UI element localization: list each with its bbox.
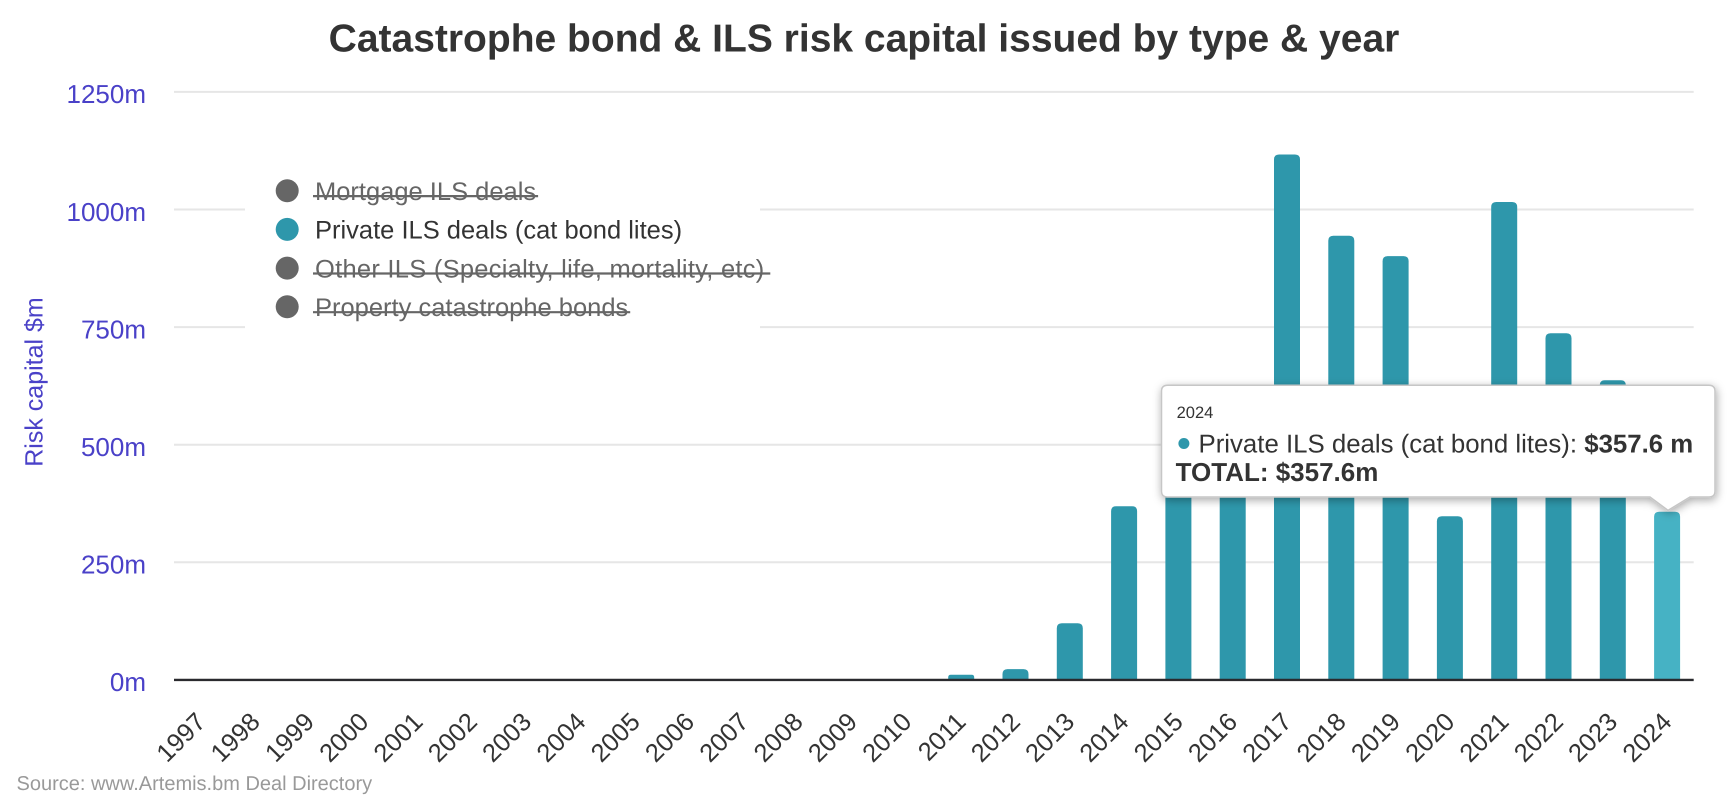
svg-text:Mortgage ILS deals: Mortgage ILS deals — [315, 178, 536, 206]
svg-text:Risk capital $m: Risk capital $m — [21, 297, 49, 467]
svg-text:1250m: 1250m — [67, 79, 147, 109]
svg-text:Catastrophe bond & ILS risk ca: Catastrophe bond & ILS risk capital issu… — [329, 17, 1400, 60]
svg-text:Private ILS deals (cat bond li: Private ILS deals (cat bond lites) — [315, 217, 682, 245]
svg-text:Source: www.Artemis.bm Deal Di: Source: www.Artemis.bm Deal Directory — [17, 773, 373, 795]
svg-text:TOTAL: $357.6m: TOTAL: $357.6m — [1176, 457, 1379, 487]
svg-text:Property catastrophe bonds: Property catastrophe bonds — [315, 294, 628, 322]
svg-text:1000m: 1000m — [67, 197, 147, 227]
svg-text:750m: 750m — [81, 314, 146, 344]
svg-text:500m: 500m — [81, 432, 146, 462]
svg-text:Other ILS (Specialty, life, mo: Other ILS (Specialty, life, mortality, e… — [315, 255, 765, 283]
svg-text:250m: 250m — [81, 550, 146, 580]
svg-text:Private ILS deals (cat bond li: Private ILS deals (cat bond lites): $357… — [1199, 430, 1694, 458]
svg-text:0m: 0m — [110, 667, 146, 697]
svg-text:2024: 2024 — [1177, 404, 1214, 422]
